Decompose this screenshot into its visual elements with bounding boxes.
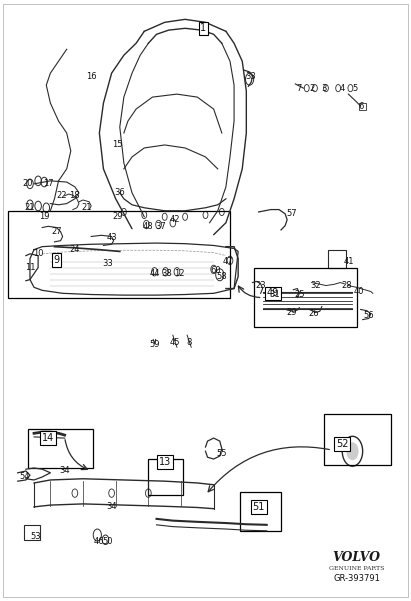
Text: 21: 21	[25, 203, 35, 212]
Text: 57: 57	[286, 209, 297, 218]
Circle shape	[346, 442, 358, 460]
Text: 26: 26	[308, 309, 319, 318]
Text: 52: 52	[336, 439, 349, 449]
Text: 29: 29	[286, 308, 296, 317]
Bar	[324, 414, 391, 465]
Text: 10: 10	[33, 249, 44, 258]
Text: 44: 44	[149, 269, 160, 278]
Text: 51: 51	[252, 502, 265, 512]
Text: 17: 17	[43, 179, 54, 188]
Text: 29: 29	[113, 212, 123, 221]
Text: 42: 42	[170, 215, 180, 224]
Text: 20: 20	[23, 179, 33, 188]
Text: 25: 25	[294, 290, 305, 299]
Text: 34: 34	[106, 502, 117, 511]
Text: 54: 54	[20, 472, 30, 481]
Text: 23: 23	[255, 281, 266, 290]
Text: 41: 41	[343, 257, 353, 266]
Text: 45: 45	[170, 338, 180, 347]
Text: 19: 19	[39, 212, 49, 221]
Text: 8: 8	[187, 338, 192, 347]
Text: 47: 47	[223, 257, 233, 266]
Text: GENUINE PARTS: GENUINE PARTS	[329, 566, 384, 571]
Text: 31: 31	[270, 290, 280, 299]
Text: 34: 34	[59, 466, 70, 475]
Text: 55: 55	[217, 448, 227, 457]
Text: 32: 32	[310, 281, 321, 290]
Bar	[358, 103, 366, 110]
Text: 49: 49	[267, 288, 279, 298]
Text: 12: 12	[174, 269, 184, 278]
Text: VOLVO: VOLVO	[332, 551, 381, 564]
Text: 3: 3	[321, 84, 327, 93]
Text: 33: 33	[245, 72, 256, 81]
Text: 22: 22	[57, 191, 67, 200]
Text: 7: 7	[297, 84, 302, 93]
Text: 33: 33	[102, 259, 113, 268]
Text: GR-393791: GR-393791	[333, 573, 380, 582]
Text: 16: 16	[86, 72, 97, 81]
Text: 40: 40	[353, 287, 364, 296]
Text: 28: 28	[341, 281, 352, 290]
Text: 6: 6	[358, 102, 363, 111]
Text: 13: 13	[159, 457, 171, 467]
Text: 58: 58	[217, 272, 227, 281]
Text: 43: 43	[106, 233, 117, 242]
Text: 53: 53	[31, 532, 42, 542]
Text: 21: 21	[82, 203, 92, 212]
Text: 1: 1	[201, 23, 206, 33]
Text: 9: 9	[53, 255, 60, 265]
Text: 46: 46	[94, 537, 105, 546]
Text: 60: 60	[210, 266, 221, 275]
Text: 2: 2	[309, 84, 314, 93]
Text: 27: 27	[51, 227, 62, 236]
Text: 59: 59	[149, 340, 160, 349]
Bar	[328, 249, 346, 267]
Bar	[7, 211, 230, 297]
Bar	[240, 492, 281, 531]
Text: 36: 36	[114, 188, 125, 197]
Text: 14: 14	[42, 433, 55, 443]
Text: 48: 48	[143, 222, 154, 231]
Text: 38: 38	[162, 269, 172, 278]
Bar	[28, 429, 93, 468]
Bar	[148, 459, 183, 495]
Text: 37: 37	[155, 222, 166, 231]
Text: 18: 18	[69, 191, 80, 200]
Bar	[254, 267, 356, 328]
Bar	[24, 525, 40, 540]
Text: 24: 24	[69, 245, 80, 254]
Text: 5: 5	[352, 84, 357, 93]
Text: 56: 56	[363, 311, 374, 320]
Text: 4: 4	[339, 84, 345, 93]
Text: 11: 11	[25, 263, 35, 272]
Text: 15: 15	[113, 141, 123, 150]
Text: 50: 50	[102, 537, 113, 546]
